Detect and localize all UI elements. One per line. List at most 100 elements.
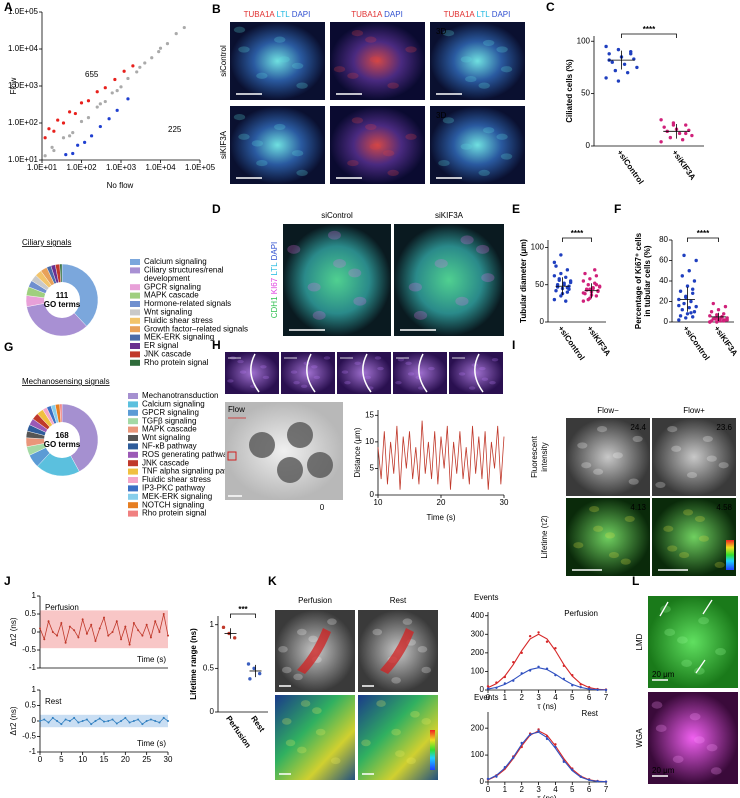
panel-label: C [546, 0, 555, 14]
x-tick-label: 5 [59, 755, 64, 764]
x-axis-title: Time (s) [426, 513, 455, 522]
trace-point [120, 638, 123, 641]
y-tick-label: 0.5 [25, 609, 37, 618]
data-point [248, 677, 252, 681]
trace-point [141, 634, 144, 637]
data-point [662, 125, 666, 129]
y-axis-title: Events [474, 593, 498, 602]
micrograph-texture [281, 666, 292, 674]
micrograph-texture [330, 757, 341, 765]
trace-name: Rest [45, 697, 62, 706]
y-tick-label: 20 [659, 297, 668, 306]
trace-point [128, 721, 131, 724]
micrograph-texture [458, 372, 466, 376]
micrograph [566, 498, 650, 576]
data-point [246, 662, 251, 666]
micrograph [394, 224, 504, 336]
data-point [610, 60, 614, 64]
micrograph-texture [296, 169, 308, 177]
micrograph-texture [651, 701, 663, 709]
legend-label: NOTCH signaling [142, 500, 204, 509]
trace-point [81, 720, 84, 722]
trace-point [132, 720, 135, 722]
data-point [677, 297, 681, 302]
histogram-point [537, 631, 540, 634]
row-label: Fluorescent [530, 435, 539, 478]
trace-point [98, 717, 101, 720]
scatter-point [98, 124, 102, 129]
y-tick-label: 0 [210, 707, 215, 716]
micrograph-texture [577, 442, 588, 449]
stain-name: TUBA1A [244, 10, 276, 19]
data-point [554, 264, 558, 268]
histogram-point [528, 634, 532, 638]
y-tick-label: 1 [32, 591, 37, 600]
micrograph-texture [573, 542, 584, 549]
micrograph-texture [489, 381, 496, 385]
micrograph-texture [405, 361, 412, 365]
x-tick-label: 7 [604, 785, 609, 794]
micrograph-texture [620, 558, 631, 565]
legend-swatch [130, 309, 140, 316]
legend-label: Mechanotransduction [142, 391, 219, 400]
image-tick-label: 0 [320, 503, 325, 512]
data-point [596, 289, 600, 294]
scatter-point [95, 90, 99, 94]
y-tick-label: 50 [581, 89, 590, 98]
micrograph-texture [374, 356, 382, 360]
y-tick-label: 1.0E+05 [8, 7, 39, 16]
stain-name: DAPI [384, 10, 403, 19]
data-point [594, 283, 599, 287]
stain-name: DAPI [270, 242, 279, 261]
data-point [586, 283, 590, 287]
y-tick-label: 0 [480, 777, 485, 786]
micrograph [648, 692, 738, 784]
roi-overlay [380, 628, 414, 674]
trace-point [73, 629, 76, 632]
legend-label: MEK-ERK signaling [142, 492, 212, 501]
trace-point [77, 721, 80, 724]
legend-label: NF-κB pathway [142, 442, 197, 451]
data-point [593, 268, 597, 272]
scatter-point [98, 102, 102, 106]
y-tick-label: 0.5 [25, 701, 37, 710]
x-tick-label: 1.0E+05 [185, 163, 216, 172]
micrograph-texture [365, 123, 377, 131]
micrograph-texture [655, 724, 667, 732]
micrograph-texture [327, 618, 337, 625]
legend-label: Hormone-related signals [144, 299, 231, 308]
data-point [581, 299, 586, 303]
data-point [722, 318, 726, 322]
legend-swatch [130, 317, 140, 324]
data-point [692, 279, 697, 283]
x-tick-label: 30 [164, 755, 173, 764]
data-point [687, 305, 691, 310]
y-axis-title: Δτ2 (ns) [9, 706, 18, 735]
pie-slice [61, 263, 99, 327]
micrograph-texture [290, 370, 298, 374]
data-point [722, 312, 726, 316]
scatter-point [95, 105, 99, 109]
y-tick-label: 1.0E+01 [8, 155, 39, 164]
micrograph-texture [434, 259, 448, 268]
y-axis-title: in tubular cells (%) [643, 245, 652, 316]
data-point [680, 138, 685, 142]
trace-point [145, 623, 148, 626]
micrograph-texture [397, 358, 405, 362]
row-label: siKIF3A [219, 130, 228, 159]
legend-label: ROS generating pathway [142, 450, 231, 459]
scatter-point [79, 101, 84, 105]
legend-swatch [128, 460, 138, 467]
legend-swatch [130, 359, 140, 366]
data-point [594, 274, 599, 278]
micrograph-texture [428, 366, 435, 371]
scatter-point [103, 99, 107, 104]
data-point [694, 258, 698, 263]
trace-point [94, 640, 97, 642]
micrograph-texture [496, 133, 508, 140]
panel-label: J [4, 574, 11, 588]
micrograph-texture [679, 551, 690, 559]
data-point [586, 297, 590, 302]
micrograph [230, 106, 325, 184]
trace-point [149, 718, 152, 721]
